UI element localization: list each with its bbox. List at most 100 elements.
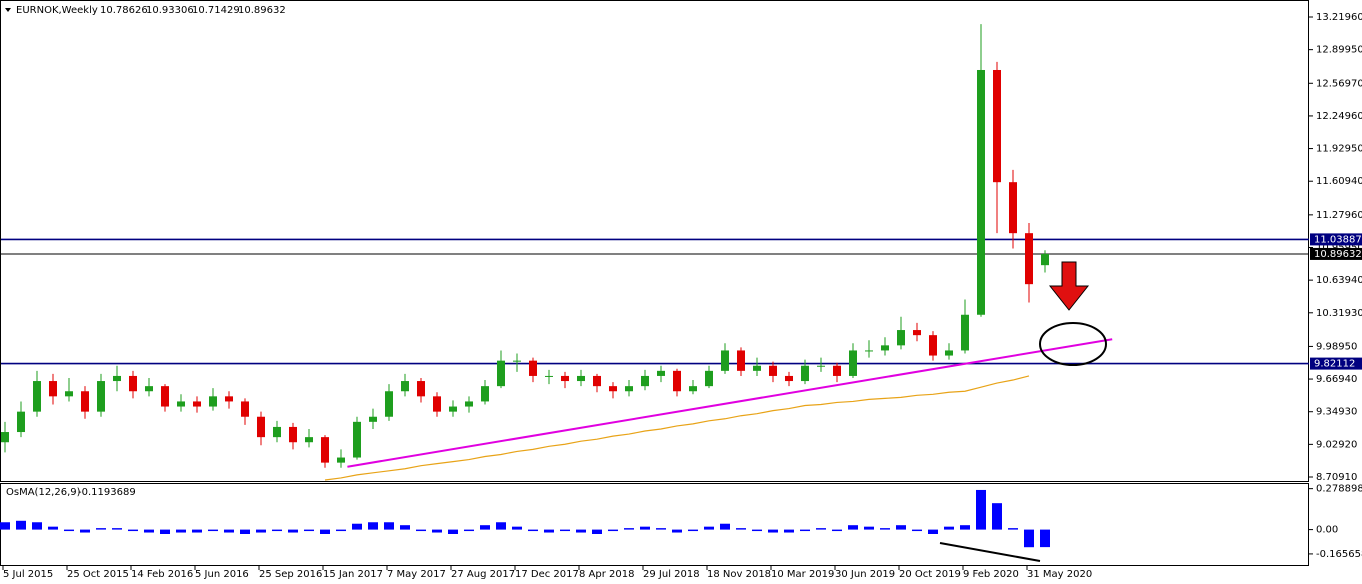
osma-bar: [928, 529, 938, 534]
candle-body: [769, 365, 777, 376]
x-tick-label: 10 Mar 2019: [771, 569, 834, 580]
osma-bar: [48, 526, 58, 530]
osma-bar: [0, 522, 10, 530]
x-tick-label: 27 Aug 2017: [451, 569, 515, 580]
osma-bar: [736, 528, 746, 530]
x-tick-label: 14 Feb 2016: [131, 569, 193, 580]
candle-body: [401, 381, 409, 392]
candle-body: [1, 432, 9, 443]
y-tick-label: 12.24960: [1316, 111, 1362, 122]
y-tick-label: 9.98950: [1316, 341, 1357, 352]
main-pane: [0, 0, 1309, 482]
candle-body: [897, 330, 905, 346]
x-tick-label: 18 Nov 2018: [707, 569, 771, 580]
osma-bar: [528, 529, 538, 532]
osma-bar: [544, 529, 554, 533]
osma-bar: [896, 525, 906, 530]
candle-body: [17, 411, 25, 433]
candle-body: [609, 386, 617, 392]
candle-body: [913, 330, 921, 336]
x-tick-label: 15 Jan 2017: [323, 569, 383, 580]
candle-body: [193, 401, 201, 407]
close: 10.89632: [238, 5, 286, 16]
osma-bar: [720, 523, 730, 530]
osma-bar: [112, 528, 122, 530]
candle-body: [929, 335, 937, 356]
osma-bar: [656, 528, 666, 530]
candle-body: [721, 350, 729, 371]
candle-body: [625, 386, 633, 392]
candle-body: [641, 375, 649, 387]
candle-body: [225, 396, 233, 402]
candle-body: [145, 386, 153, 392]
candle-body: [273, 426, 281, 438]
candle-body: [1025, 233, 1033, 285]
x-tick-label: 5 Jul 2015: [3, 569, 53, 580]
y-tick-label: 9.66940: [1316, 374, 1357, 385]
candle-body: [865, 350, 873, 352]
divergence-line: [939, 542, 1041, 562]
candle-body: [817, 365, 825, 367]
osma-name: OsMA(12,26,9): [6, 487, 81, 498]
candle-body: [33, 381, 41, 412]
osma-bar: [704, 526, 714, 530]
candle-body: [961, 314, 969, 351]
osma-bar: [192, 529, 202, 533]
candle-body: [465, 401, 473, 407]
x-tick-label: 31 May 2020: [1027, 569, 1092, 580]
osma-bar: [144, 529, 154, 533]
candle-body: [161, 386, 169, 407]
candle-body: [385, 391, 393, 417]
candle-body: [241, 401, 249, 417]
osma-bar: [832, 529, 842, 532]
y-tick-label: 12.89950: [1316, 45, 1362, 56]
trendline: [347, 338, 1113, 468]
candle-body: [305, 437, 313, 443]
symbol: EURNOK,Weekly: [16, 5, 98, 16]
candle-body: [433, 396, 441, 412]
candle-body: [129, 375, 137, 392]
osma-tick-label: 0.00: [1316, 525, 1338, 536]
osma-bar: [384, 522, 394, 530]
candle-body: [1009, 182, 1017, 234]
candle-body: [353, 421, 361, 458]
osma-bar: [576, 529, 586, 533]
osma-bar: [256, 529, 266, 533]
x-tick-label: 30 Jun 2019: [835, 569, 895, 580]
osma-bar: [160, 529, 170, 534]
candle-body: [337, 457, 345, 463]
candle-body: [417, 381, 425, 397]
osma-bar: [208, 529, 218, 532]
osma-bar: [416, 529, 426, 532]
osma-bar: [816, 528, 826, 530]
candle-body: [833, 365, 841, 376]
candle-body: [977, 69, 985, 315]
candle-body: [593, 375, 601, 387]
x-tick-label: 29 Jul 2018: [643, 569, 700, 580]
menu-arrow: [5, 8, 11, 12]
y-tick-label: 9.34930: [1316, 407, 1357, 418]
osma-bar: [432, 529, 442, 533]
candle-body: [881, 345, 889, 351]
osma-bar: [800, 529, 810, 532]
x-tick-label: 17 Dec 2017: [515, 569, 579, 580]
candle-body: [753, 365, 761, 371]
osma-bar: [80, 529, 90, 533]
osma-bar: [960, 525, 970, 530]
candle-body: [177, 401, 185, 407]
candle-body: [289, 426, 297, 443]
x-tick-label: 8 Apr 2018: [579, 569, 634, 580]
osma-bar: [368, 522, 378, 530]
y-tick-label: 10.31930: [1316, 308, 1362, 319]
y-tick-label: 12.56970: [1316, 78, 1362, 89]
x-tick-label: 7 May 2017: [387, 569, 446, 580]
osma-bar: [512, 526, 522, 530]
candle-body: [529, 360, 537, 376]
osma-bar: [672, 529, 682, 533]
candle-body: [673, 370, 681, 392]
candle-body: [705, 370, 713, 387]
low: 10.71429: [192, 5, 240, 16]
osma-bar: [592, 529, 602, 534]
